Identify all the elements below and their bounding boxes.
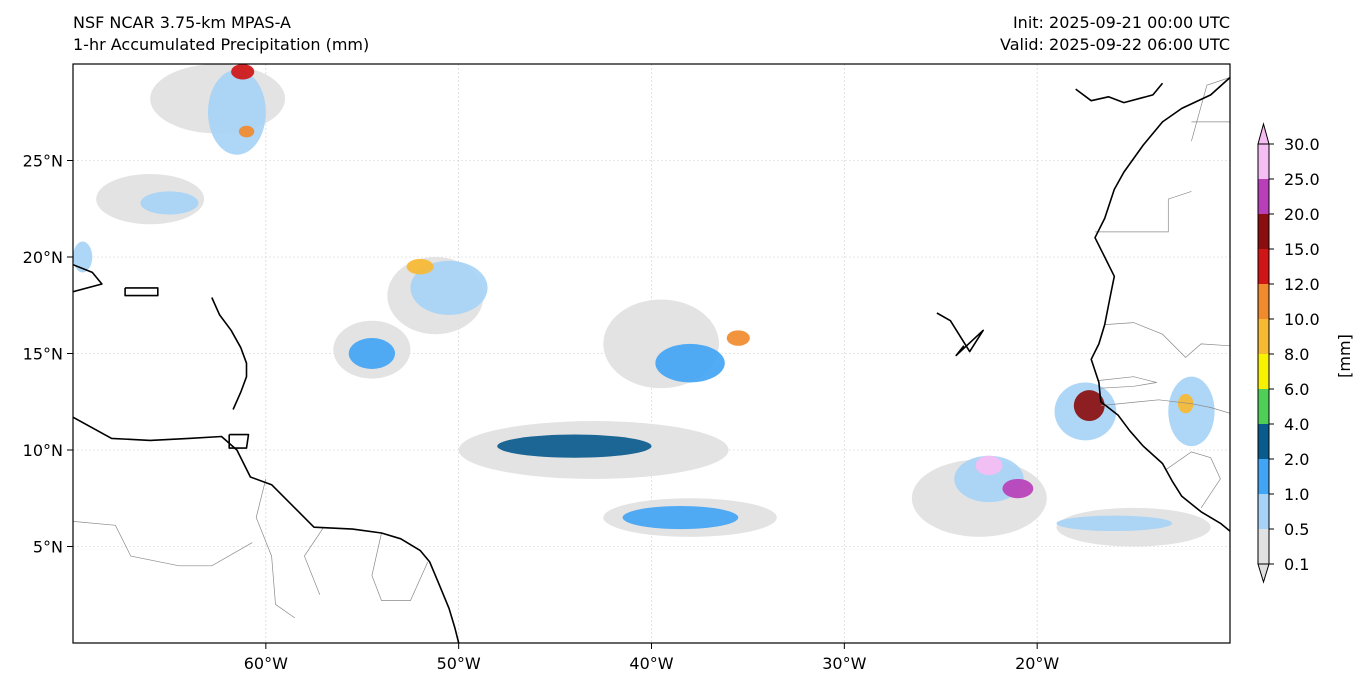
trinidad-coast — [228, 433, 250, 449]
lon-tick-label: 20°W — [1015, 654, 1059, 673]
colorbar-unit-label: [mm] — [1335, 334, 1354, 378]
precip-area — [238, 125, 255, 138]
precip-area — [497, 434, 652, 458]
colorbar-segment — [1258, 354, 1269, 389]
title-left: NSF NCAR 3.75-km MPAS-A 1-hr Accumulated… — [73, 12, 369, 56]
field-title: 1-hr Accumulated Precipitation (mm) — [73, 35, 370, 54]
puerto-rico-coast — [124, 287, 159, 297]
guyana-border — [255, 478, 296, 619]
gridlines — [73, 64, 1230, 643]
french-guiana-border — [371, 532, 429, 601]
canary-islands-coast — [1075, 82, 1164, 104]
model-title: NSF NCAR 3.75-km MPAS-A — [73, 13, 291, 32]
colorbar-tick-label: 20.0 — [1284, 205, 1320, 224]
colorbar-segment — [1258, 424, 1269, 459]
colorbar-segment — [1258, 144, 1269, 179]
precip-area — [1002, 478, 1034, 499]
precip-area — [726, 330, 750, 346]
colorbar-min-extend — [1257, 563, 1270, 584]
precip-area — [406, 258, 434, 275]
suriname-border — [304, 527, 324, 595]
mauritania-east-border — [1191, 77, 1230, 142]
morocco-algeria-border — [1095, 191, 1192, 233]
lat-tick-label: 20°N — [23, 248, 63, 267]
colorbar-segment — [1258, 319, 1269, 354]
colorbar-tick-label: 30.0 — [1284, 135, 1320, 154]
colorbar-tick-label: 8.0 — [1284, 345, 1309, 364]
mauritania-mali-border — [1191, 121, 1230, 161]
colorbar-segment — [1258, 389, 1269, 424]
colorbar-tick-label: 15.0 — [1284, 240, 1320, 259]
precip-area — [73, 241, 93, 273]
colorbar-segment — [1258, 284, 1269, 319]
lon-tick-label: 60°W — [244, 654, 288, 673]
longitude-axis: 60°W 50°W 40°W 30°W 20°W — [244, 643, 1059, 673]
gambia-border — [1098, 376, 1157, 389]
precip-area — [1056, 515, 1173, 532]
lon-tick-label: 30°W — [822, 654, 866, 673]
lat-tick-label: 5°N — [33, 538, 63, 557]
precip-area — [207, 69, 266, 155]
colorbar-tick-label: 25.0 — [1284, 170, 1320, 189]
precip-area — [655, 343, 725, 383]
colorbar-tick-label: 0.5 — [1284, 520, 1309, 539]
senegal-mauritania-border — [1104, 322, 1230, 358]
colorbar-segment — [1258, 179, 1269, 214]
colorbar-tick-label: 2.0 — [1284, 450, 1309, 469]
init-time: Init: 2025-09-21 00:00 UTC — [1012, 13, 1230, 32]
latitude-axis: 25°N 20°N 15°N 10°N 5°N — [23, 152, 73, 557]
guinea-sierraleone-border — [1166, 451, 1221, 509]
colorbar-tick-label: 12.0 — [1284, 275, 1320, 294]
precip-area — [140, 191, 199, 215]
lat-tick-label: 25°N — [23, 152, 63, 171]
precip-area — [1177, 394, 1194, 414]
lat-tick-label: 10°N — [23, 441, 63, 460]
brazil-venezuela-border — [73, 521, 253, 567]
colorbar-segment — [1258, 459, 1269, 494]
coastlines — [73, 76, 1230, 643]
colorbar-segment — [1258, 494, 1269, 529]
colorbar-tick-label: 6.0 — [1284, 380, 1309, 399]
country-borders — [73, 77, 1230, 619]
colorbar-tick-label: 10.0 — [1284, 310, 1320, 329]
lon-tick-label: 50°W — [437, 654, 481, 673]
guinea-border — [1100, 399, 1230, 414]
colorbar-tick-label: 1.0 — [1284, 485, 1309, 504]
lesser-antilles-coast — [211, 297, 248, 410]
precip-area — [231, 64, 255, 80]
colorbar-tick-label: 4.0 — [1284, 415, 1309, 434]
colorbar-max-extend — [1257, 122, 1270, 145]
precip-area — [1168, 376, 1215, 447]
precip-area — [410, 260, 488, 315]
colorbar-segment — [1258, 214, 1269, 249]
title-right: Init: 2025-09-21 00:00 UTC Valid: 2025-0… — [1000, 12, 1230, 56]
colorbar-segment — [1258, 529, 1269, 564]
precip-area — [975, 455, 1003, 476]
cape-verde-coast — [936, 312, 985, 357]
colorbar: 0.1 0.5 1.0 2.0 4.0 6.0 8.0 10.0 12.0 15.0 20.0 25.… — [1257, 122, 1320, 584]
lat-tick-label: 15°N — [23, 345, 63, 364]
colorbar-segment — [1258, 249, 1269, 284]
precip-area — [1073, 390, 1105, 422]
colorbar-tick-label: 0.1 — [1284, 555, 1309, 574]
hispaniola-coast — [73, 263, 103, 293]
precip-area — [622, 505, 739, 530]
lon-tick-label: 40°W — [629, 654, 673, 673]
precipitation-layer — [73, 64, 1215, 547]
africa-coast — [1090, 76, 1230, 532]
south-america-coast — [73, 416, 460, 643]
valid-time: Valid: 2025-09-22 06:00 UTC — [999, 35, 1230, 54]
precip-area — [348, 338, 396, 369]
